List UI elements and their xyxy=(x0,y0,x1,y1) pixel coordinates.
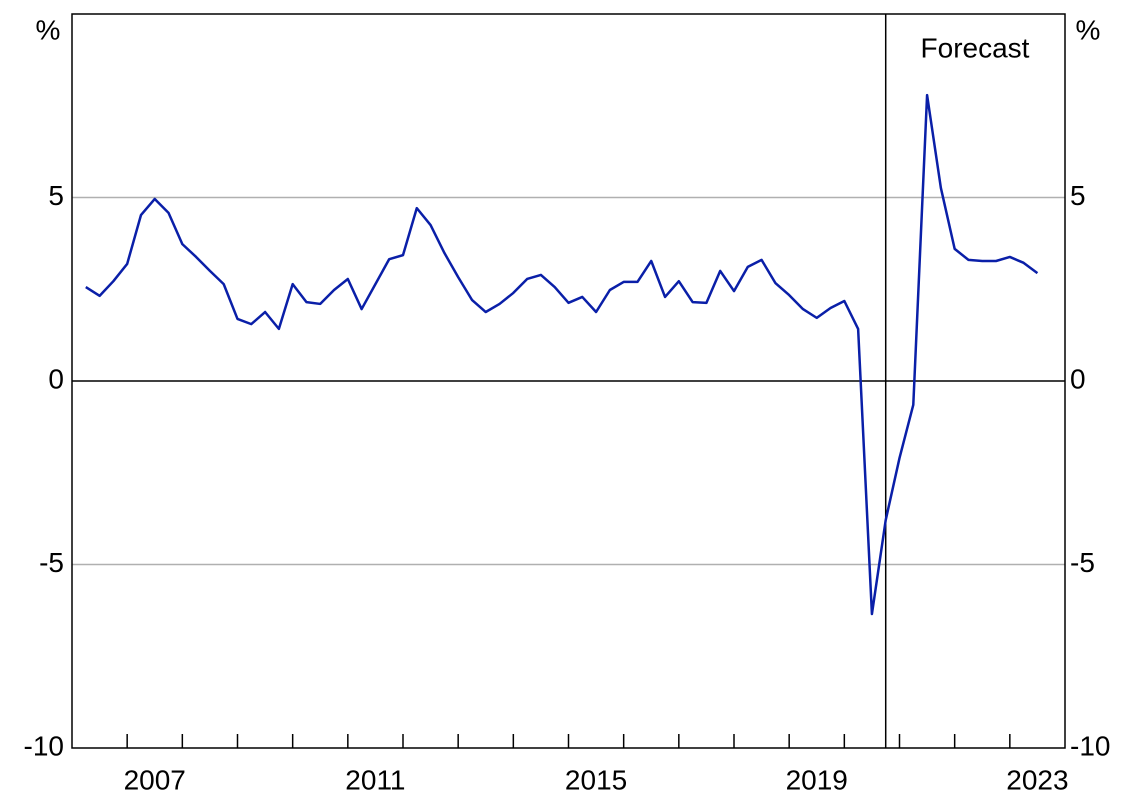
x-tick-label: 2011 xyxy=(345,764,405,795)
plot-frame xyxy=(71,13,1066,749)
y2-tick-label: 5 xyxy=(1070,180,1086,211)
y2-axis-unit: % xyxy=(1076,14,1101,45)
y-tick-label: -10 xyxy=(24,730,64,761)
x-tick-label: 2023 xyxy=(1006,764,1068,795)
x-tick-label: 2007 xyxy=(124,764,186,795)
y2-tick-label: 0 xyxy=(1070,363,1086,394)
y-tick-label: -5 xyxy=(39,547,64,578)
annotation: Forecast xyxy=(921,32,1030,63)
data-line xyxy=(85,93,1039,616)
y-tick-label: 0 xyxy=(48,363,64,394)
y2-tick-label: -10 xyxy=(1070,730,1110,761)
y-tick-label: 5 xyxy=(48,180,64,211)
y2-tick-label: -5 xyxy=(1070,547,1095,578)
x-tick-label: 2019 xyxy=(786,764,848,795)
x-tick-label: 2015 xyxy=(565,764,627,795)
y-axis-unit: % xyxy=(36,14,61,45)
